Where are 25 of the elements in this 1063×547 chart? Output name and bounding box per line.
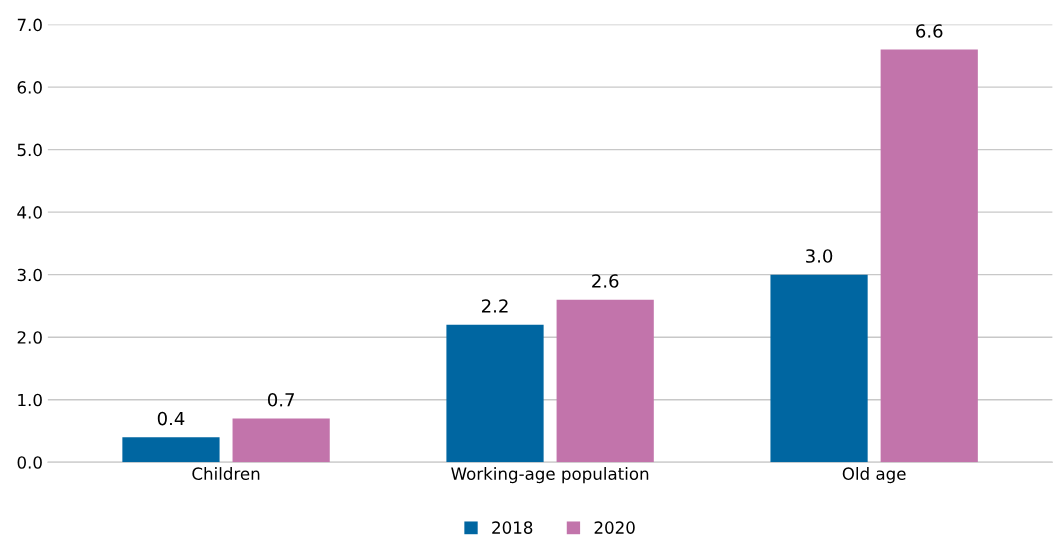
y-tick-label: 2.0 — [17, 331, 42, 344]
x-tick-label: Old age — [842, 467, 906, 484]
y-tick-label: 5.0 — [17, 143, 42, 157]
data-label: 6.6 — [916, 24, 943, 38]
bar — [446, 324, 544, 463]
y-tick-label: 0.0 — [17, 456, 42, 469]
y-tick-label: 6.0 — [17, 81, 42, 94]
y-tick-label: 4.0 — [17, 206, 42, 219]
bar — [122, 437, 220, 463]
bar — [770, 274, 868, 463]
data-label: 3.0 — [806, 249, 833, 263]
legend-label: 2018 — [492, 521, 533, 534]
y-tick-label: 3.0 — [17, 268, 42, 282]
bar — [556, 299, 654, 463]
y-tick-label: 1.0 — [18, 393, 42, 407]
x-tick-label: Children — [192, 467, 260, 480]
bar — [232, 418, 330, 463]
data-label: 0.7 — [267, 392, 294, 407]
data-label: 2.2 — [481, 299, 508, 313]
bar — [880, 49, 978, 463]
data-label: 0.4 — [157, 411, 185, 426]
y-tick-label: 7.0 — [17, 18, 42, 32]
data-label: 2.6 — [592, 274, 619, 288]
x-tick-label: Working-age population — [451, 467, 649, 484]
legend-label: 2020 — [594, 521, 635, 534]
